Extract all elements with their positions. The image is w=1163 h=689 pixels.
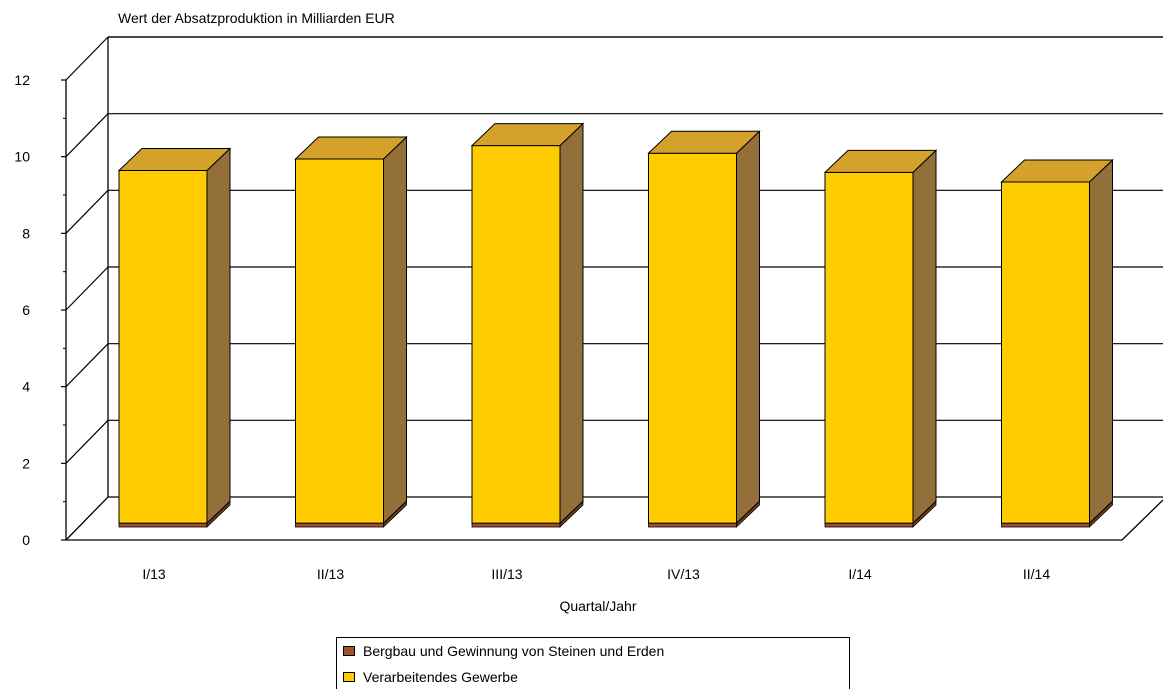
x-axis: I/13 II/13 III/13 IV/13 I/14 II/14 xyxy=(142,566,1050,582)
bar-segment-bergbau xyxy=(118,522,208,528)
floor-back xyxy=(65,496,1163,541)
bar-side-verarbeitendes xyxy=(383,135,407,525)
x-axis-title: Quartal/Jahr xyxy=(559,598,636,614)
legend-item-bergbau: Bergbau und Gewinnung von Steinen und Er… xyxy=(343,641,664,661)
y-axis: 0 2 4 6 8 10 12 xyxy=(14,72,67,548)
legend-swatch-bergbau xyxy=(343,646,355,656)
bar-top xyxy=(117,148,232,171)
bar-segment-verarbeitendes xyxy=(648,152,737,524)
y-tick-label: 0 xyxy=(22,532,30,548)
y-tick-label: 6 xyxy=(22,302,30,318)
bar-IV/13 xyxy=(647,130,761,528)
bars xyxy=(117,122,1114,528)
bar-side-verarbeitendes xyxy=(912,149,937,525)
bar-segment-verarbeitendes xyxy=(824,171,914,524)
gridline-diagonal xyxy=(65,266,109,311)
gridline-diagonal xyxy=(65,36,109,81)
bar-segment-verarbeitendes xyxy=(118,170,208,524)
bar-segment-bergbau xyxy=(1001,522,1090,528)
bar-top xyxy=(294,136,408,160)
bar-top xyxy=(823,149,938,173)
y-tick-label: 2 xyxy=(22,455,30,471)
bar-segment-bergbau xyxy=(824,522,914,528)
gridline-diagonal xyxy=(65,189,109,234)
x-tick-label: II/13 xyxy=(317,566,344,582)
bar-segment-bergbau xyxy=(471,522,561,528)
gridline-diagonal xyxy=(65,113,109,158)
bar-top xyxy=(1000,159,1114,183)
bar-side-verarbeitendes xyxy=(736,130,760,525)
y-tick-label: 10 xyxy=(14,149,30,165)
bar-II/14 xyxy=(1000,158,1114,528)
bar-top xyxy=(470,123,585,147)
gridline-diagonal xyxy=(65,343,109,388)
bar-segment-verarbeitendes xyxy=(471,145,561,524)
chart-title: Wert der Absatzproduktion in Milliarden … xyxy=(118,10,395,26)
floor-front xyxy=(66,499,1163,541)
gridline-diagonal xyxy=(65,419,109,464)
x-tick-label: III/13 xyxy=(491,566,522,582)
bar-segment-bergbau xyxy=(648,522,737,528)
bar-II/13 xyxy=(294,135,408,528)
legend-label-bergbau: Bergbau und Gewinnung von Steinen und Er… xyxy=(363,643,665,659)
grid xyxy=(65,36,1163,541)
bar-I/14 xyxy=(823,149,938,528)
y-tick-label: 12 xyxy=(14,72,30,88)
bar-side-verarbeitendes xyxy=(1089,158,1113,525)
bar-segment-verarbeitendes xyxy=(1001,181,1090,524)
x-tick-label: II/14 xyxy=(1023,566,1050,582)
x-tick-label: IV/13 xyxy=(667,566,700,582)
bar-side-verarbeitendes xyxy=(559,122,584,525)
legend: Bergbau und Gewinnung von Steinen und Er… xyxy=(336,637,850,689)
bar-top xyxy=(647,130,761,154)
legend-swatch-verarbeitendes xyxy=(343,672,355,682)
x-tick-label: I/14 xyxy=(848,566,872,582)
bar-III/13 xyxy=(470,122,585,528)
legend-label-verarbeitendes: Verarbeitendes Gewerbe xyxy=(363,669,518,685)
bar-segment-bergbau xyxy=(295,522,384,528)
bar-segment-verarbeitendes xyxy=(295,158,384,524)
bar-I/13 xyxy=(117,147,232,528)
y-tick-label: 4 xyxy=(22,379,30,395)
x-tick-label: I/13 xyxy=(142,566,166,582)
bar-side-verarbeitendes xyxy=(206,147,231,525)
y-tick-label: 8 xyxy=(22,225,30,241)
legend-item-verarbeitendes: Verarbeitendes Gewerbe xyxy=(343,667,518,687)
